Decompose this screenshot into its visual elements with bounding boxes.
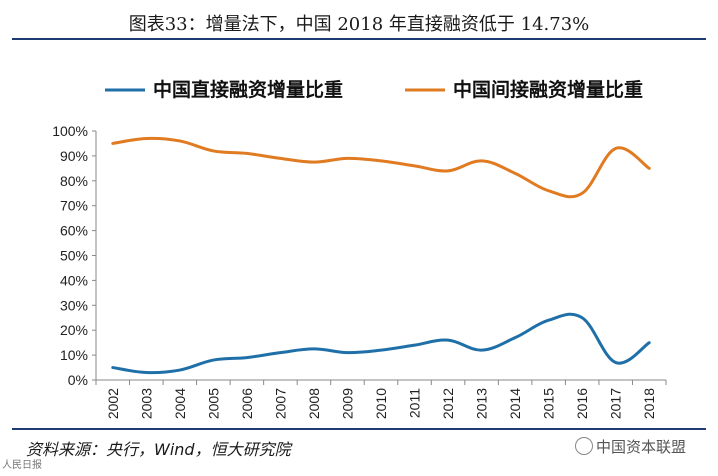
x-tick-label: 2010 bbox=[373, 388, 389, 419]
legend: 中国直接融资增量比重 中国间接融资增量比重 bbox=[105, 78, 643, 101]
x-tick-label: 2012 bbox=[440, 388, 456, 419]
x-tick-label: 2006 bbox=[239, 388, 255, 419]
x-tick-label: 2018 bbox=[641, 388, 657, 419]
y-tick-label: 30% bbox=[60, 297, 88, 313]
x-tick-label: 2017 bbox=[608, 388, 624, 419]
legend-label: 中国间接融资增量比重 bbox=[453, 78, 643, 101]
y-tick-label: 0% bbox=[68, 372, 88, 388]
x-tick-label: 2011 bbox=[407, 388, 423, 418]
x-tick-label: 2015 bbox=[541, 388, 557, 419]
y-tick-label: 60% bbox=[60, 223, 88, 239]
x-tick-label: 2013 bbox=[474, 388, 490, 419]
wechat-icon bbox=[575, 437, 593, 455]
x-tick-label: 2016 bbox=[574, 388, 590, 419]
series-line-direct bbox=[111, 312, 651, 375]
y-tick-label: 100% bbox=[52, 123, 88, 139]
x-tick-label: 2009 bbox=[339, 388, 355, 419]
x-tick-label: 2007 bbox=[272, 388, 288, 419]
corner-watermark: 人民日报 bbox=[2, 460, 42, 471]
x-tick-label: 2014 bbox=[507, 388, 523, 419]
y-tick-label: 10% bbox=[60, 347, 88, 363]
x-tick-label: 2008 bbox=[306, 388, 322, 419]
y-tick-label: 70% bbox=[60, 198, 88, 214]
source-rule bbox=[12, 428, 706, 430]
y-tick-label: 50% bbox=[60, 248, 88, 264]
axes bbox=[92, 130, 667, 385]
watermark-text: 中国资本联盟 bbox=[596, 438, 687, 456]
tick-labels: 0% 10% 20% 30% 40% 50% 60% 70% 80% 90% 100% 2002 200… bbox=[52, 123, 657, 419]
x-tick-label: 2004 bbox=[172, 388, 188, 419]
y-tick-label: 80% bbox=[60, 173, 88, 189]
source-note: 资料来源：央行，Wind，恒大研究院 bbox=[26, 440, 291, 459]
legend-label: 中国直接融资增量比重 bbox=[153, 78, 343, 101]
watermark: 中国资本联盟 bbox=[575, 436, 686, 457]
series-lines bbox=[111, 136, 651, 375]
series-line-indirect bbox=[111, 136, 651, 199]
title-rule bbox=[12, 38, 706, 40]
x-tick-label: 2005 bbox=[205, 388, 221, 419]
y-tick-label: 20% bbox=[60, 322, 88, 338]
x-tick-label: 2003 bbox=[138, 388, 154, 419]
x-tick-label: 2002 bbox=[105, 388, 121, 419]
y-tick-label: 90% bbox=[60, 148, 88, 164]
chart-title: 图表33：增量法下，中国 2018 年直接融资低于 14.73% bbox=[128, 14, 590, 35]
y-tick-label: 40% bbox=[60, 272, 88, 288]
line-chart: 中国直接融资增量比重 中国间接融资增量比重 0% 10% 20% 30% 40% 50% 60… bbox=[52, 78, 667, 419]
